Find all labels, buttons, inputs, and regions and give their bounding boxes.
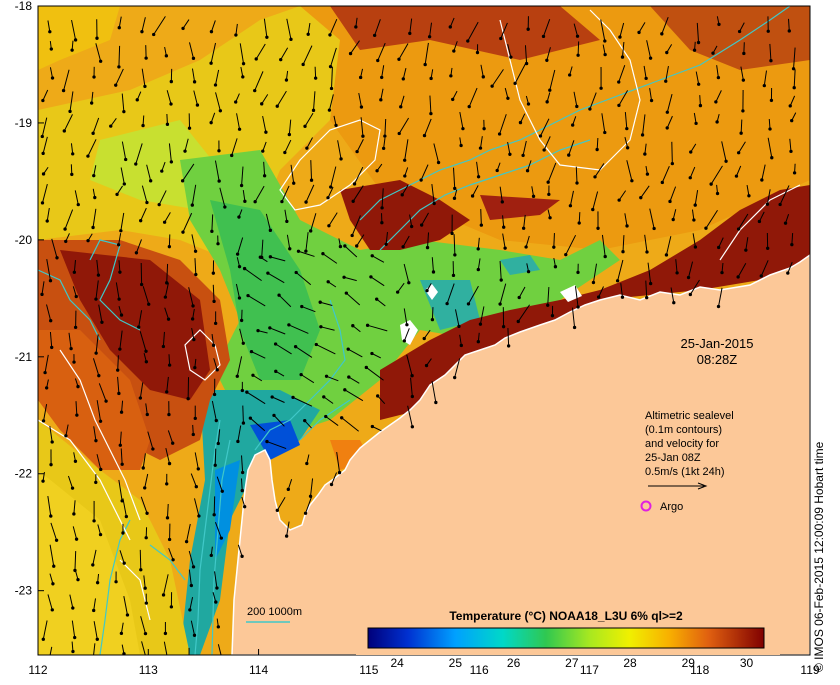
velocity-arrow xyxy=(741,120,742,134)
latitude-tick-label: -23 xyxy=(15,584,33,598)
velocity-arrow xyxy=(243,406,244,424)
velocity-arrow xyxy=(700,95,701,105)
colorbar-tick-label: 25 xyxy=(449,656,463,670)
date-label: 25-Jan-2015 xyxy=(681,336,754,351)
velocity-arrow xyxy=(193,425,194,435)
longitude-tick-label: 113 xyxy=(139,663,158,677)
latitude-tick-label: -21 xyxy=(15,350,33,364)
altimetry-line: (0.1m contours) xyxy=(645,424,722,436)
velocity-arrow xyxy=(119,46,120,67)
latitude-tick-label: -18 xyxy=(15,0,33,13)
longitude-tick-label: 112 xyxy=(28,663,47,677)
velocity-arrow xyxy=(795,164,796,173)
velocity-arrow xyxy=(695,42,696,50)
velocity-arrow xyxy=(143,116,144,126)
latitude-tick-label: -22 xyxy=(15,467,33,481)
velocity-arrow xyxy=(554,233,555,247)
velocity-arrow xyxy=(481,209,482,225)
latitude-tick-label: -19 xyxy=(15,116,33,130)
longitude-tick-label: 117 xyxy=(580,663,599,677)
colorbar-title: Temperature (°C) NOAA18_L3U 6% ql>=2 xyxy=(449,609,683,623)
velocity-arrow xyxy=(167,114,168,124)
copyright-label: © IMOS 06-Feb-2015 12:00:09 Hobart time xyxy=(812,442,826,672)
colorbar-tick-label: 24 xyxy=(390,656,404,670)
velocity-arrow xyxy=(315,67,316,78)
depth-legend-label: 200 1000m xyxy=(247,606,302,618)
velocity-arrow xyxy=(169,354,170,365)
altimetry-line: and velocity for xyxy=(645,438,719,450)
colorbar: Temperature (°C) NOAA18_L3U 6% ql>=2 24 2… xyxy=(356,605,780,670)
colorbar-tick-label: 27 xyxy=(565,656,579,670)
velocity-arrow xyxy=(118,355,119,370)
altimetry-line: Altimetric sealevel xyxy=(645,410,734,422)
colorbar-tick-label: 29 xyxy=(682,656,696,670)
altimetry-line: 25-Jan 08Z xyxy=(645,452,701,464)
longitude-tick-label: 116 xyxy=(470,663,489,677)
velocity-arrow xyxy=(576,167,577,183)
argo-label: Argo xyxy=(660,501,683,513)
velocity-arrow xyxy=(579,212,580,223)
altimetry-line: 0.5m/s (1kt 24h) xyxy=(645,466,724,478)
colorbar-tick-label: 30 xyxy=(740,656,754,670)
velocity-arrow xyxy=(672,142,673,164)
longitude-tick-label: 114 xyxy=(249,663,268,677)
velocity-arrow xyxy=(432,307,433,319)
colorbar-tick-label: 28 xyxy=(623,656,637,670)
colorbar-tick-label: 26 xyxy=(507,656,521,670)
colorbar-gradient xyxy=(368,628,764,648)
longitude-tick-label: 115 xyxy=(359,663,378,677)
time-label: 08:28Z xyxy=(697,352,738,367)
latitude-tick-label: -20 xyxy=(15,233,33,247)
velocity-arrow xyxy=(140,550,141,570)
velocity-arrow xyxy=(578,41,579,55)
velocity-arrow xyxy=(215,449,216,466)
